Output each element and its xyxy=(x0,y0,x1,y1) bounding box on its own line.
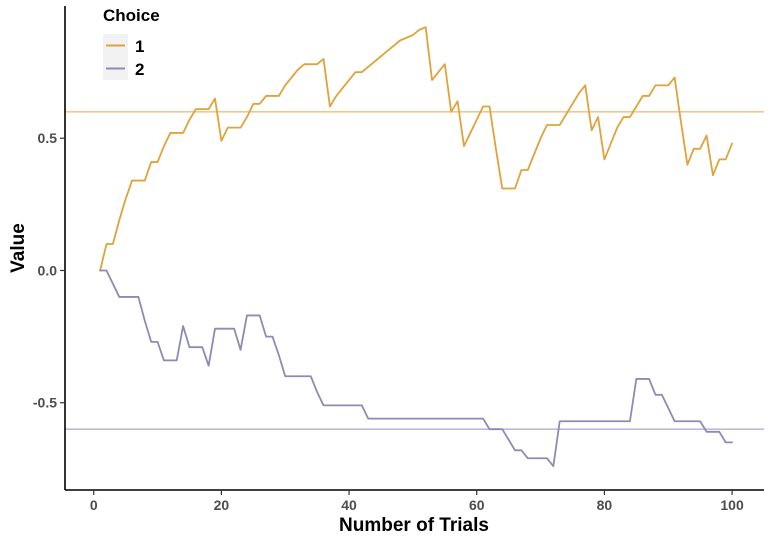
legend-label-2: 2 xyxy=(135,60,144,79)
x-axis-title: Number of Trials xyxy=(339,515,489,536)
legend: Choice 1 2 xyxy=(103,6,160,80)
y-axis-title: Value xyxy=(8,223,29,273)
x-tick-label: 0 xyxy=(90,497,98,513)
x-tick-label: 40 xyxy=(341,497,357,513)
series-line-2 xyxy=(99,269,733,468)
x-tick-label: 100 xyxy=(720,497,744,513)
y-tick-label: 0.0 xyxy=(38,262,58,278)
x-tick-label: 80 xyxy=(597,497,613,513)
x-tick-label: 60 xyxy=(469,497,485,513)
y-ticks: -0.5 0.0 0.5 xyxy=(33,130,65,411)
axes xyxy=(64,6,764,491)
x-ticks: 0 20 40 60 80 100 xyxy=(90,490,744,513)
legend-label-1: 1 xyxy=(135,37,144,56)
y-tick-label: -0.5 xyxy=(33,395,57,411)
plot-area xyxy=(65,26,764,468)
legend-title: Choice xyxy=(103,6,160,25)
y-tick-label: 0.5 xyxy=(38,130,58,146)
x-tick-label: 20 xyxy=(214,497,230,513)
series-line-1 xyxy=(99,26,733,272)
